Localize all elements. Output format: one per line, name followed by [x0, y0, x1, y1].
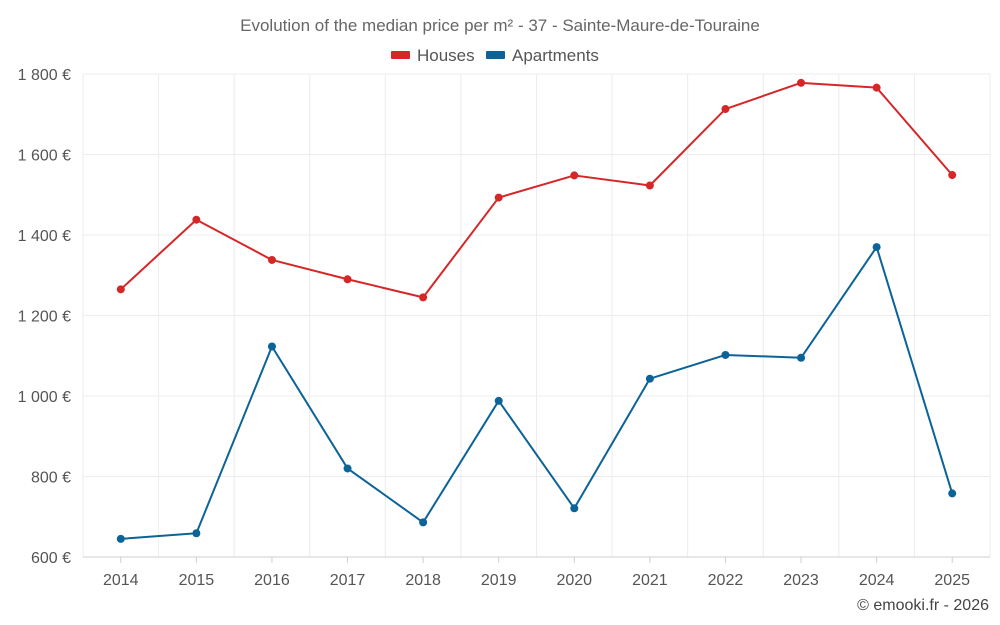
- y-tick-label: 1 600 €: [18, 148, 71, 165]
- y-tick-label: 600 €: [31, 550, 71, 567]
- data-point-houses[interactable]: [570, 171, 579, 180]
- data-point-houses[interactable]: [343, 275, 352, 284]
- legend-label-apartments: Apartments: [512, 46, 599, 65]
- x-tick-label: 2016: [254, 572, 290, 589]
- legend-item-apartments[interactable]: Apartments: [486, 46, 599, 65]
- y-tick-label: 1 400 €: [18, 228, 71, 245]
- y-tick-label: 1 800 €: [18, 67, 71, 84]
- data-point-apartments[interactable]: [797, 353, 806, 362]
- data-point-apartments[interactable]: [872, 243, 881, 252]
- chart-title: Evolution of the median price per m² - 3…: [240, 16, 760, 35]
- data-point-apartments[interactable]: [721, 350, 730, 359]
- data-point-apartments[interactable]: [343, 464, 352, 473]
- y-tick-label: 1 000 €: [18, 389, 71, 406]
- x-tick-label: 2025: [934, 572, 970, 589]
- x-tick-label: 2014: [103, 572, 139, 589]
- data-point-houses[interactable]: [419, 293, 428, 302]
- data-point-apartments[interactable]: [116, 534, 125, 543]
- x-tick-label: 2022: [708, 572, 744, 589]
- legend: Houses Apartments: [391, 46, 599, 65]
- x-tick-label: 2015: [179, 572, 215, 589]
- series: [116, 78, 957, 543]
- x-tick-label: 2024: [859, 572, 895, 589]
- data-point-apartments[interactable]: [570, 504, 579, 513]
- legend-item-houses[interactable]: Houses: [391, 46, 475, 65]
- data-point-apartments[interactable]: [267, 342, 276, 351]
- data-point-houses[interactable]: [116, 285, 125, 294]
- data-point-houses[interactable]: [192, 215, 201, 224]
- data-point-houses[interactable]: [267, 255, 276, 264]
- x-tick-label: 2017: [330, 572, 366, 589]
- data-point-houses[interactable]: [948, 171, 957, 180]
- data-point-houses[interactable]: [645, 181, 654, 190]
- y-tick-label: 800 €: [31, 470, 71, 487]
- x-tick-label: 2021: [632, 572, 668, 589]
- x-tick-label: 2019: [481, 572, 517, 589]
- legend-label-houses: Houses: [417, 46, 475, 65]
- data-point-apartments[interactable]: [419, 518, 428, 527]
- gridlines: [82, 73, 991, 558]
- x-tick-label: 2023: [783, 572, 819, 589]
- data-point-houses[interactable]: [721, 105, 730, 114]
- series-line-apartments: [120, 246, 954, 540]
- data-point-apartments[interactable]: [192, 529, 201, 538]
- x-tick-label: 2020: [556, 572, 592, 589]
- x-tick-label: 2018: [405, 572, 441, 589]
- data-point-houses[interactable]: [797, 78, 806, 87]
- credit-text: © emooki.fr - 2026: [857, 597, 989, 614]
- data-point-apartments[interactable]: [645, 374, 654, 383]
- y-tick-label: 1 200 €: [18, 309, 71, 326]
- data-point-apartments[interactable]: [948, 489, 957, 498]
- series-line-houses: [120, 81, 953, 299]
- legend-swatch-apartments: [486, 51, 505, 59]
- data-point-houses[interactable]: [494, 193, 503, 202]
- axes: 600 € 800 € 1 000 € 1 200 € 1 400 € 1 600 € 1 …: [18, 67, 990, 589]
- legend-swatch-houses: [391, 51, 410, 59]
- data-point-houses[interactable]: [872, 83, 881, 92]
- data-point-apartments[interactable]: [494, 396, 503, 405]
